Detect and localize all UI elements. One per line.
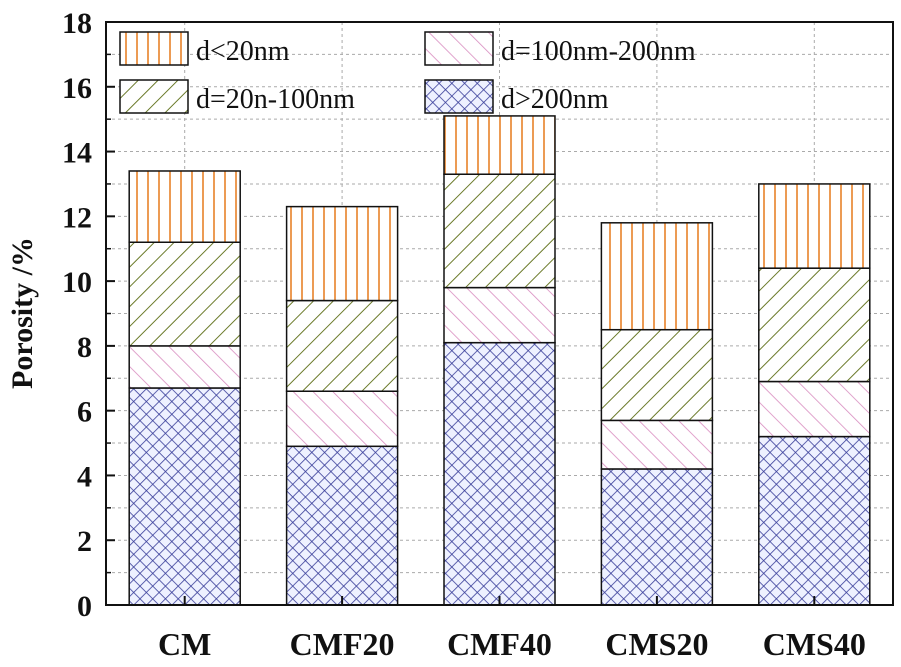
legend-swatch-1 [424,31,494,66]
bar-segment-CMF40-1 [443,286,556,344]
legend-label: d=20n-100nm [196,84,355,115]
bar-segment-CMS40-2 [758,267,871,383]
bars [128,115,871,606]
legend: d<20nm d=100nm-200nm d=20n-100nm d>200nm [119,31,696,115]
y-tick-label: 10 [62,266,92,299]
bar-segment-CM-2 [128,241,241,347]
legend-swatch-2 [119,79,189,114]
x-tick-label: CMS20 [605,626,708,662]
bar-segment-CMF40-3 [443,115,556,175]
bar-segment-CMS40-0 [758,435,871,606]
legend-label: d=100nm-200nm [501,36,696,67]
y-tick-label: 18 [62,7,92,40]
bar-segment-CMF20-3 [285,205,399,302]
bar-segment-CMF40-0 [443,341,556,606]
bar-segment-CMF20-1 [285,390,399,448]
legend-label: d<20nm [196,36,290,67]
bar-segment-CMS40-3 [758,183,871,269]
bar-segment-CMS20-2 [600,328,714,422]
bar-segment-CMS20-0 [600,468,714,606]
x-tick-label: CMF40 [447,626,552,662]
y-tick-label: 8 [77,331,92,364]
bar-segment-CMS20-3 [600,222,714,331]
bar-segment-CMS40-1 [758,380,871,438]
bar-segment-CM-3 [128,170,241,243]
bar-segment-CMS20-1 [600,419,714,470]
y-tick-label: 6 [77,396,92,429]
x-tick-label: CM [158,626,211,662]
y-tick-label: 4 [77,460,92,493]
bar-segment-CM-1 [128,345,241,389]
y-tick-label: 2 [77,525,92,558]
x-tick-label: CMF20 [290,626,395,662]
y-tick-label: 14 [62,137,92,170]
axes: 0 2 4 6 8 10 12 14 16 18 CM CMF20 CMF40 CMS20 CMS40 [62,7,894,662]
legend-swatch-3 [119,31,189,66]
y-tick-label: 12 [62,201,92,234]
legend-label: d>200nm [501,84,609,115]
y-tick-label: 0 [77,590,92,623]
bar-segment-CMF20-0 [285,445,399,606]
legend-swatch-0 [424,79,494,114]
y-tick-label: 16 [62,72,92,105]
x-tick-label: CMS40 [763,626,866,662]
bar-segment-CM-0 [128,387,241,606]
y-axis-label: Porosity /% [6,237,39,389]
bar-segment-CMF40-2 [443,173,556,289]
bar-segment-CMF20-2 [285,299,399,392]
